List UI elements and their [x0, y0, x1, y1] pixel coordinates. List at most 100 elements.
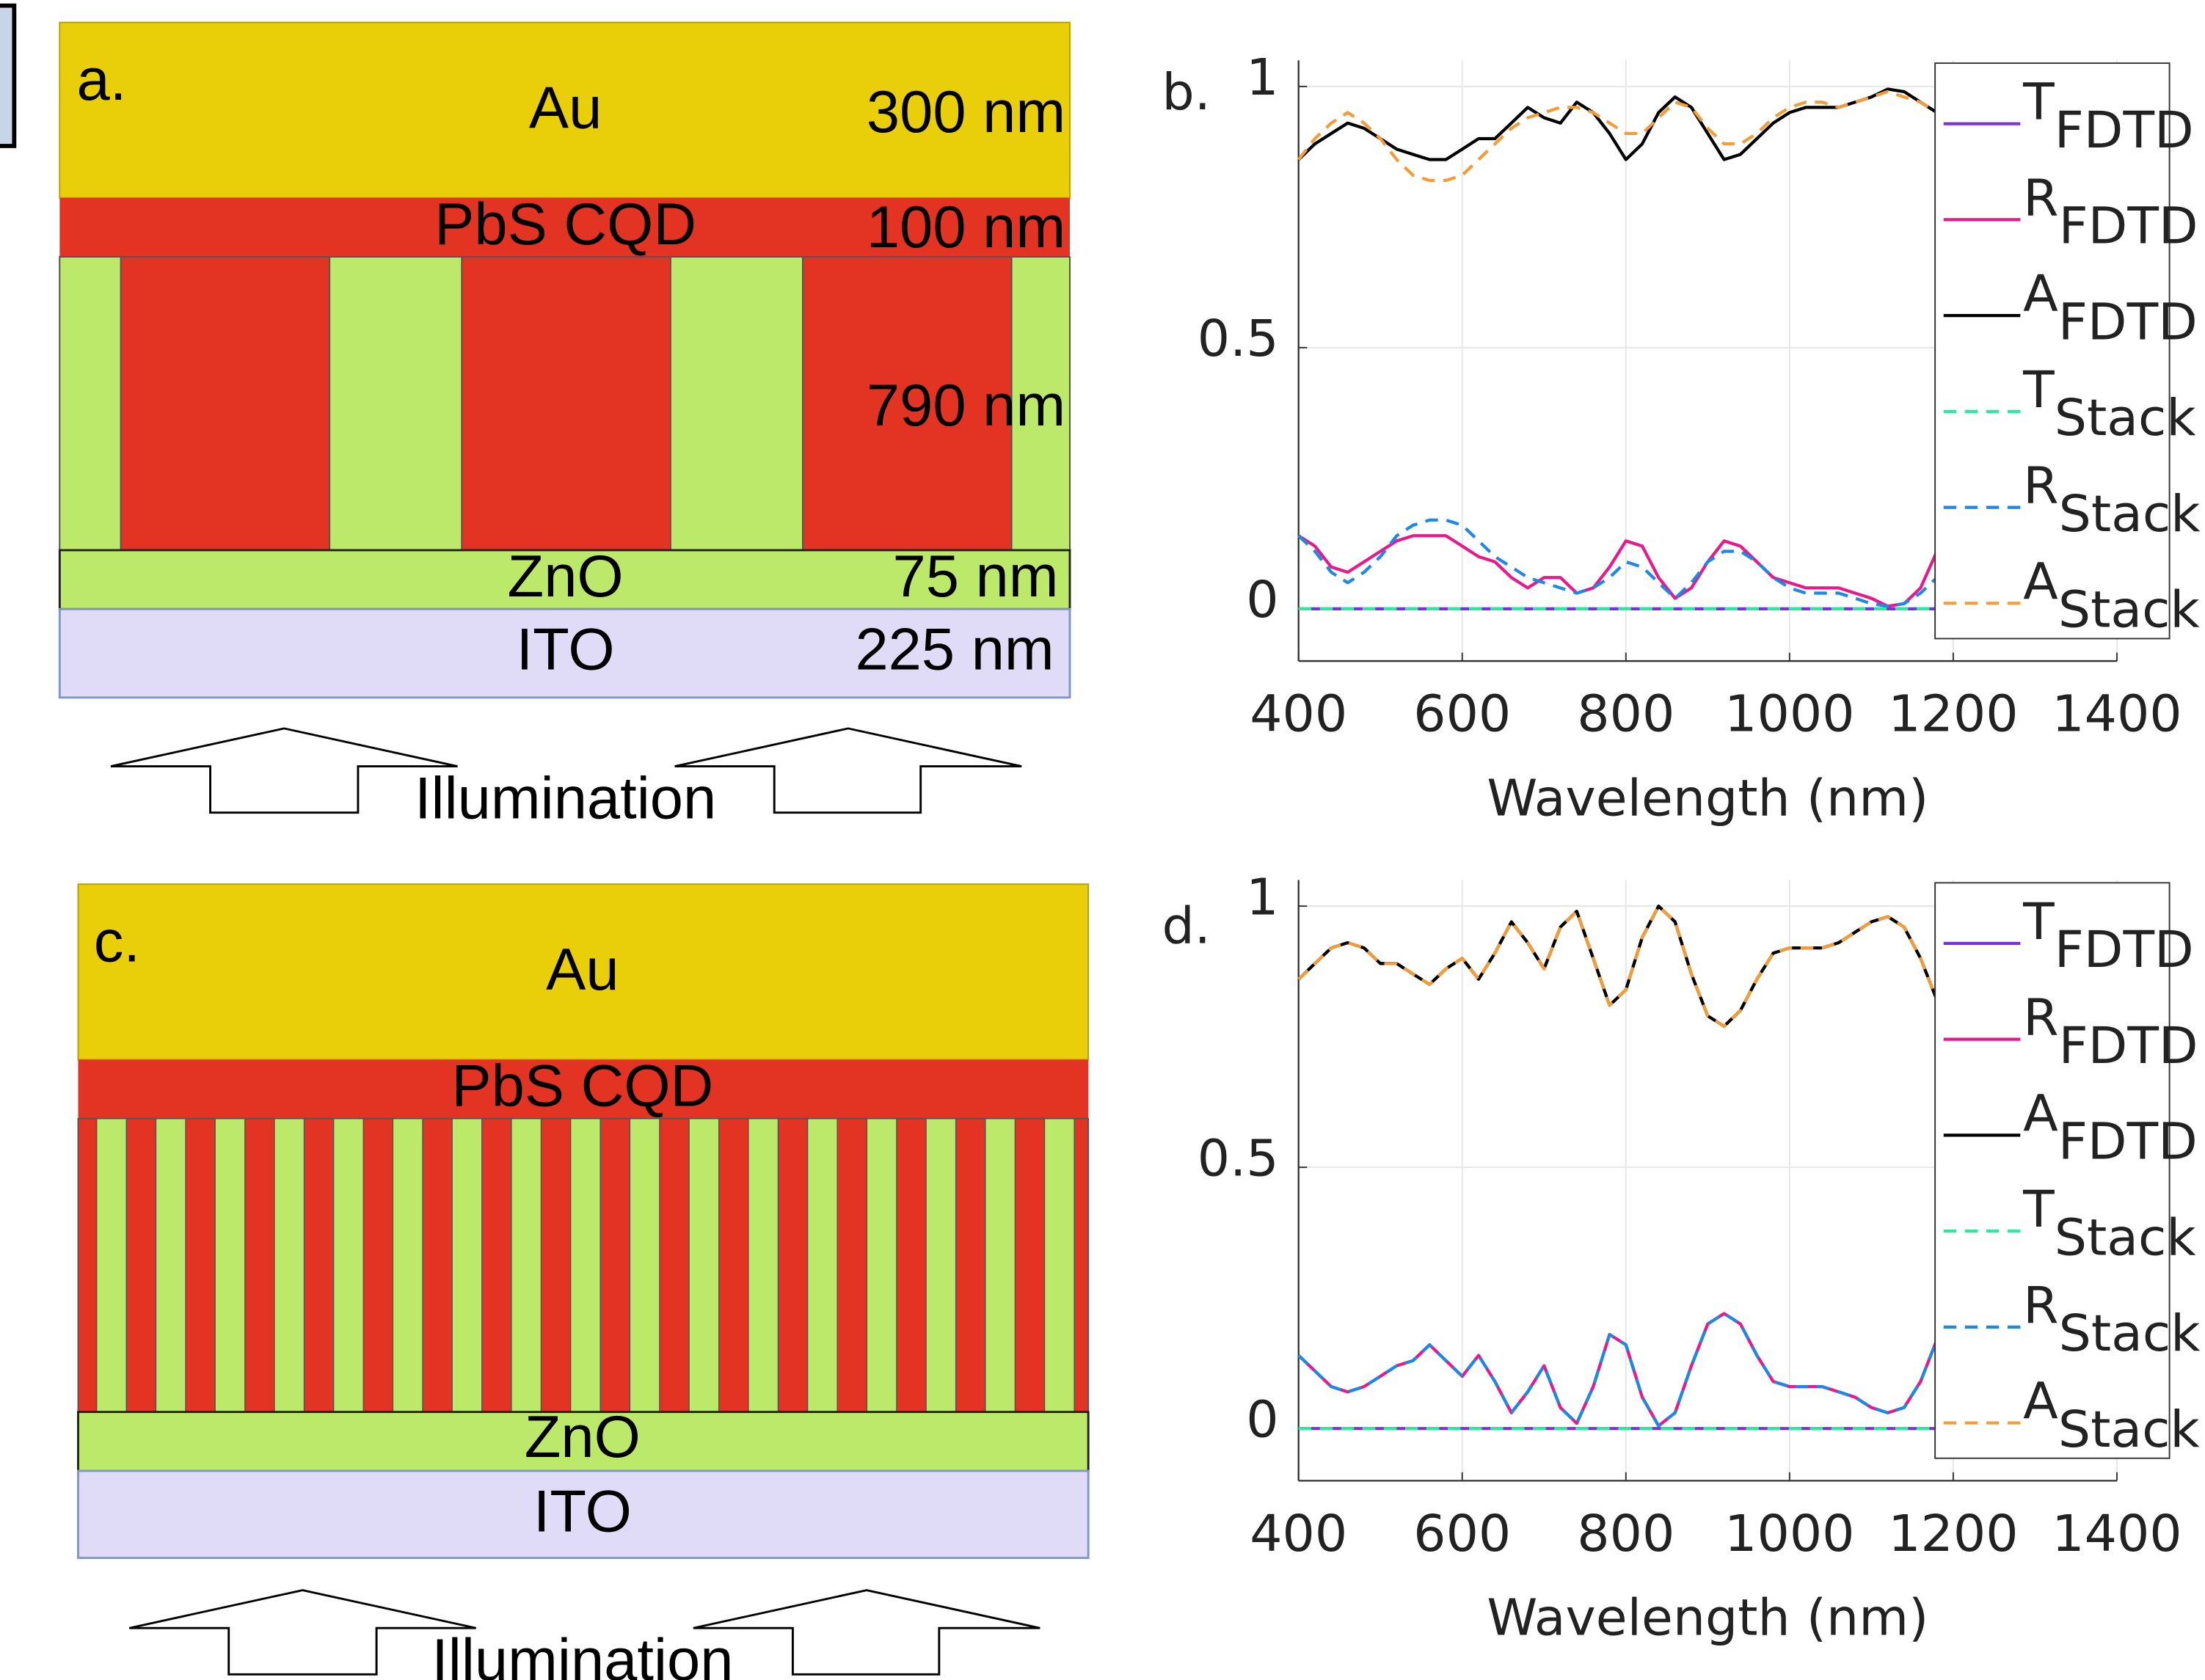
- x-tick-label: 1200: [1888, 1505, 2018, 1563]
- series-line: [1297, 1312, 1939, 1428]
- zno-stripe: [329, 256, 463, 551]
- legend-subscript: Stack: [2055, 390, 2196, 448]
- zno-stripe: [155, 1117, 186, 1413]
- thickness-label: 225 nm: [855, 617, 1054, 682]
- line-chart: 400 600 800 1000 1200 1400 0 0.5 1 Wavelength (nm…: [1162, 49, 2201, 828]
- legend-subscript: FDTD: [2058, 293, 2198, 352]
- legend-label: A: [2023, 1373, 2058, 1431]
- y-tick-label: 0.5: [1198, 1130, 1279, 1188]
- thickness-label: 75 nm: [892, 544, 1058, 610]
- zno-stripe: [214, 1117, 246, 1413]
- zno-stripe: [1010, 256, 1071, 551]
- x-tick-label: 1000: [1724, 1505, 1854, 1563]
- zno-stripe: [748, 1117, 779, 1413]
- x-axis-label: Wavelength (nm): [1487, 770, 1928, 828]
- zno-stripe: [569, 1117, 602, 1413]
- x-tick-label: 400: [1250, 1505, 1347, 1563]
- legend-label: R: [2023, 457, 2058, 516]
- series-line: [1297, 905, 1939, 1028]
- x-tick-label: 1000: [1724, 685, 1854, 744]
- legend-subscript: FDTD: [2055, 101, 2194, 160]
- legend-subscript: FDTD: [2055, 921, 2194, 980]
- legend-label: T: [2022, 73, 2055, 132]
- series-line: [1297, 518, 1939, 608]
- x-tick-label: 1400: [2052, 1505, 2182, 1563]
- zno-stripe: [984, 1117, 1016, 1413]
- zno-stripe: [511, 1117, 542, 1413]
- zno-stripe: [332, 1117, 365, 1413]
- layer-label: Au: [546, 937, 619, 1002]
- arrow: [110, 727, 458, 814]
- y-tick-label: 1: [1246, 49, 1278, 108]
- charts: 400 600 800 1000 1200 1400 0 0.5 1 Wavelength (nm…: [1162, 49, 2201, 1648]
- au-layer: [59, 21, 1071, 199]
- panel-label: b.: [1162, 63, 1211, 122]
- legend-box: [1934, 882, 2171, 1459]
- zno-stripe: [1043, 1117, 1075, 1413]
- series-line: [1297, 534, 1939, 608]
- legend-label: A: [2023, 1085, 2058, 1144]
- x-tick-label: 600: [1413, 685, 1511, 744]
- legend-label: T: [2022, 893, 2055, 952]
- au-layer: [77, 883, 1090, 1061]
- legend-label: T: [2022, 361, 2055, 420]
- panel-c: [77, 883, 1090, 1413]
- thickness-label: 100 nm: [867, 194, 1065, 260]
- zno-stripe: [629, 1117, 660, 1413]
- zno-stripe: [451, 1117, 483, 1413]
- series-line: [1297, 87, 1938, 161]
- zno-stripe: [669, 256, 803, 551]
- x-tick-label: 1400: [2052, 685, 2182, 744]
- arrow: [674, 727, 1022, 814]
- legend-label: R: [2023, 1277, 2058, 1335]
- legend-subscript: Stack: [2059, 485, 2201, 544]
- corner-frame: [0, 3, 17, 148]
- legend-subscript: Stack: [2059, 1305, 2201, 1364]
- illumination-label: Illumination: [431, 1628, 733, 1680]
- arrow: [693, 1589, 1040, 1676]
- legend-subscript: Stack: [2055, 1209, 2196, 1268]
- y-tick-label: 0.5: [1198, 310, 1279, 369]
- ito-layer: [58, 607, 1071, 699]
- legend-label: R: [2023, 169, 2058, 228]
- x-tick-label: 800: [1577, 1505, 1674, 1563]
- grating: [59, 256, 1071, 551]
- panel-label: a.: [77, 47, 127, 112]
- thickness-label: 790 nm: [867, 373, 1065, 438]
- pbs-layer: [59, 197, 1070, 258]
- panel-c-top: c. Au PbS CQD ZnO ITO Illumination: [77, 909, 1090, 1680]
- y-tick-label: 0: [1246, 571, 1278, 630]
- layer-label: ZnO: [525, 1404, 641, 1469]
- layer-label: ITO: [533, 1479, 632, 1544]
- x-tick-label: 800: [1577, 685, 1674, 744]
- series-line: [1297, 905, 1939, 1028]
- legend-subscript: FDTD: [2059, 1017, 2198, 1075]
- panel-label: d.: [1162, 897, 1211, 956]
- legend-subscript: FDTD: [2058, 1113, 2198, 1172]
- zno-stripe: [925, 1117, 957, 1413]
- panel-a: a. Au PbS CQD ZnO ITO 300 nm 100 nm 790 …: [58, 21, 1071, 831]
- pbs-layer: [78, 1059, 1089, 1119]
- zno-layer: [77, 1411, 1090, 1472]
- layer-label: ITO: [517, 617, 615, 682]
- line-chart: 400 600 800 1000 1200 1400 0 0.5 1 Wavelength (nm…: [1162, 869, 2201, 1648]
- x-axis-label: Wavelength (nm): [1487, 1589, 1928, 1648]
- legend-label: T: [2022, 1181, 2055, 1240]
- layer-label: PbS CQD: [451, 1053, 713, 1119]
- zno-stripe: [392, 1117, 423, 1413]
- layer-label: Au: [529, 76, 602, 141]
- layer-label: PbS CQD: [434, 192, 696, 258]
- arrow: [128, 1589, 476, 1676]
- zno-stripe: [688, 1117, 720, 1413]
- x-tick-label: 400: [1250, 685, 1347, 744]
- series-line: [1297, 1312, 1939, 1428]
- series-line: [1297, 90, 1938, 183]
- zno-stripe: [806, 1117, 838, 1413]
- zno-stripe: [59, 256, 122, 551]
- ito-layer: [77, 1469, 1090, 1559]
- zno-stripe: [95, 1117, 128, 1413]
- zno-stripe: [866, 1117, 897, 1413]
